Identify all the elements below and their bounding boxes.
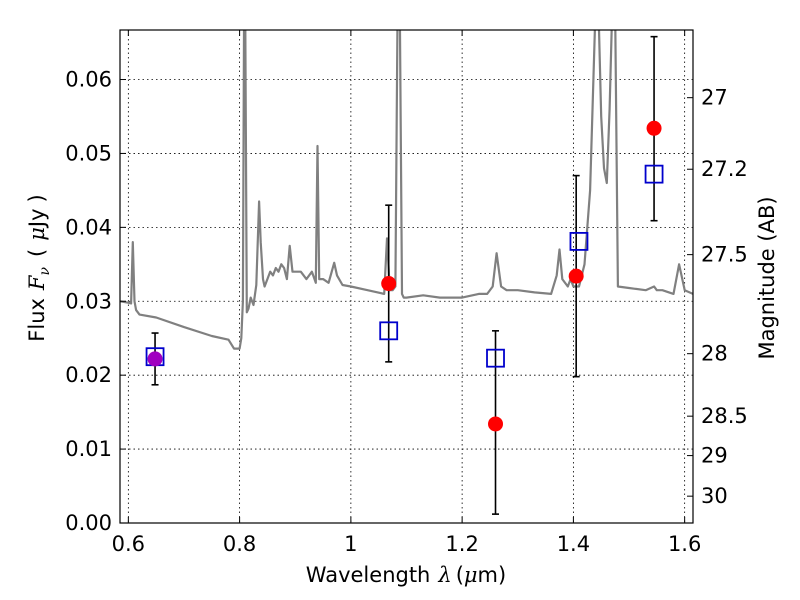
tick-labels: 0.6 0.8 1 1.2 1.4 1.6 0.00 0.01 0.02 0.03 0.04 0.05… [65, 68, 748, 556]
x-tick-label: 1 [344, 532, 357, 556]
spectrum-line [120, 30, 693, 350]
x-tick-label: 0.6 [112, 532, 145, 556]
observed-point [646, 120, 662, 136]
x-tick-label: 1.2 [445, 532, 478, 556]
right-tick-label: 27.2 [701, 157, 748, 181]
marks-layer [145, 35, 664, 515]
x-tick-label: 1.4 [557, 532, 590, 556]
y-tick-label: 0.06 [65, 68, 112, 92]
ticks [120, 30, 693, 524]
right-tick-label: 28 [701, 342, 728, 366]
y-tick-label: 0.02 [65, 363, 112, 387]
y-axis-label-right: Magnitude (AB) [755, 196, 779, 359]
plot-background [120, 30, 693, 523]
grid [120, 30, 693, 524]
model-point [486, 348, 505, 368]
model-point [644, 164, 664, 184]
observed-point [381, 276, 397, 292]
spectrum-layer [120, 30, 693, 350]
y-tick-label: 0.04 [65, 215, 112, 239]
observed-point [568, 268, 584, 284]
observed-point [488, 416, 504, 432]
plot-frame [119, 29, 694, 524]
right-tick-label: 27 [701, 86, 728, 110]
y-tick-label: 0.03 [65, 289, 112, 313]
right-tick-label: 30 [701, 484, 728, 508]
observed-point [147, 351, 163, 367]
y-tick-label: 0.01 [65, 437, 112, 461]
right-tick-label: 28.5 [701, 404, 748, 428]
x-tick-label: 0.8 [223, 532, 256, 556]
right-tick-label: 29 [701, 444, 728, 468]
y-axis-label-left: FluxFν(μJy) [25, 194, 53, 341]
x-axis-label: Wavelength λ (μm) [306, 563, 506, 587]
model-point [379, 321, 399, 341]
y-tick-label: 0.00 [65, 511, 112, 535]
x-tick-label: 1.6 [668, 532, 701, 556]
right-tick-label: 27.5 [701, 243, 748, 267]
y-tick-label: 0.05 [65, 141, 112, 165]
model-point [569, 231, 589, 251]
